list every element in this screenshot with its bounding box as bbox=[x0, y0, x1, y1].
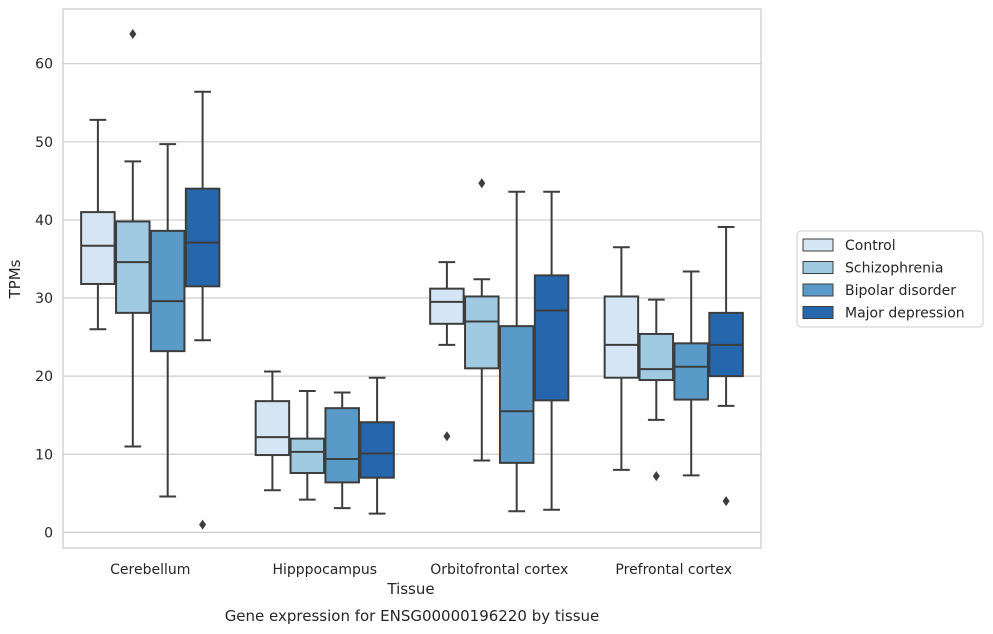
box bbox=[603, 295, 640, 379]
x-axis-ticks: Cerebellum Hipppocampus Orbitofrontal cort… bbox=[110, 562, 732, 578]
y-tick-label: 50 bbox=[35, 135, 53, 151]
legend-swatch bbox=[802, 283, 834, 297]
legend-swatch bbox=[802, 238, 834, 252]
legend-frame bbox=[796, 230, 984, 328]
box bbox=[673, 342, 709, 401]
y-axis-label: TPMs bbox=[6, 259, 24, 299]
y-tick-label: 60 bbox=[35, 57, 53, 73]
x-tick-label: Hipppocampus bbox=[272, 562, 377, 578]
legend-swatch bbox=[802, 306, 834, 319]
chart-caption: Gene expression for ENSG00000196220 by t… bbox=[225, 607, 600, 625]
legend-swatch bbox=[802, 261, 834, 274]
box-group bbox=[149, 143, 186, 498]
y-tick-label: 40 bbox=[35, 213, 53, 229]
outlier-point bbox=[478, 178, 486, 189]
plot-frame bbox=[62, 8, 762, 549]
box-group bbox=[533, 190, 570, 511]
x-tick-label: Prefrontal cortex bbox=[615, 562, 732, 578]
box bbox=[289, 437, 326, 475]
legend: Control Schizophrenia Bipolar disorder Majo… bbox=[796, 230, 984, 328]
box-group bbox=[708, 225, 744, 507]
box-group bbox=[184, 90, 221, 530]
y-tick-label: 10 bbox=[35, 447, 53, 463]
box bbox=[254, 400, 291, 457]
box bbox=[533, 274, 570, 402]
box-group bbox=[673, 270, 709, 477]
outlier-point bbox=[199, 519, 207, 530]
box bbox=[359, 421, 395, 479]
box bbox=[115, 220, 151, 314]
box bbox=[149, 229, 186, 353]
box-group bbox=[464, 178, 500, 462]
box-group bbox=[429, 261, 465, 442]
legend-entry: Control bbox=[845, 238, 896, 254]
legend-items: Control Schizophrenia Bipolar disorder Majo… bbox=[802, 238, 965, 322]
box-groups bbox=[80, 28, 744, 530]
outlier-point bbox=[443, 431, 451, 442]
outlier-point bbox=[129, 28, 137, 39]
legend-entry: Schizophrenia bbox=[845, 261, 943, 277]
y-tick-label: 20 bbox=[35, 369, 53, 385]
box-group bbox=[254, 370, 291, 492]
box bbox=[464, 295, 500, 370]
box bbox=[429, 287, 465, 325]
legend-entry: Bipolar disorder bbox=[845, 283, 956, 299]
box-group bbox=[289, 389, 326, 501]
y-axis-ticks: 0 10 20 30 40 50 60 bbox=[35, 57, 53, 542]
box-group bbox=[603, 246, 640, 471]
box-group bbox=[80, 118, 116, 331]
box bbox=[498, 325, 535, 464]
box-group bbox=[498, 190, 535, 513]
outlier-point bbox=[722, 496, 730, 507]
box bbox=[80, 211, 116, 285]
legend-entry: Major depression bbox=[845, 306, 965, 322]
y-tick-label: 30 bbox=[35, 291, 53, 307]
box bbox=[184, 187, 221, 288]
box-group bbox=[324, 391, 360, 510]
x-tick-label: Orbitofrontal cortex bbox=[430, 562, 568, 578]
y-tick-label: 0 bbox=[44, 525, 53, 541]
box-group bbox=[638, 298, 675, 482]
x-tick-label: Cerebellum bbox=[110, 562, 190, 578]
box-group bbox=[359, 376, 395, 515]
box-group bbox=[115, 28, 151, 448]
box bbox=[324, 407, 360, 484]
box bbox=[638, 332, 675, 382]
outlier-point bbox=[652, 471, 660, 482]
x-axis-label: Tissue bbox=[386, 580, 434, 598]
